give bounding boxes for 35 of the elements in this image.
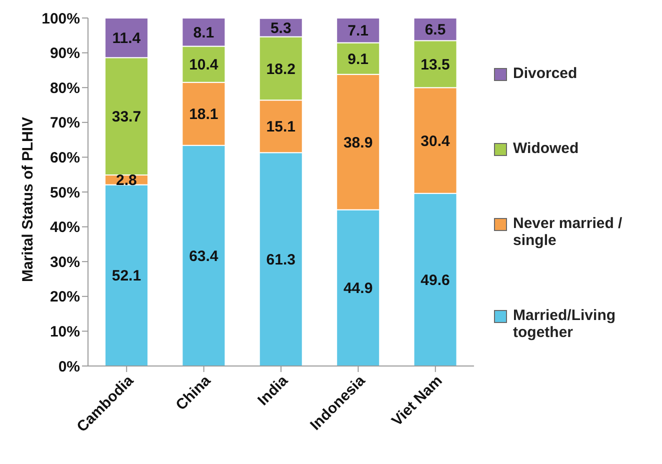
legend-label: Married/Living together [513,307,617,341]
y-tick-label: 30% [50,254,80,271]
data-label: 9.1 [348,50,369,68]
y-tick-label: 100% [42,10,80,28]
data-label: 6.5 [424,22,446,39]
data-label: 7.1 [348,22,369,40]
data-label: 10.4 [189,56,219,74]
y-axis-title: Marital Status of PLHIV [19,116,36,282]
data-label: 8.1 [193,24,214,42]
data-label: 5.3 [270,20,292,37]
y-tick-label: 60% [50,150,80,167]
y-tick-label: 10% [50,324,80,341]
data-label: 11.4 [112,30,142,48]
data-label: 30.4 [420,132,451,150]
data-label: 38.9 [343,134,373,152]
y-tick-label: 20% [50,288,80,306]
data-label: 49.6 [420,272,450,290]
data-label: 33.7 [112,108,142,126]
data-label: 13.5 [420,56,450,74]
data-label: 61.3 [266,252,296,269]
legend-label: Never married / single [513,215,624,249]
legend-label: Divorced [513,65,578,82]
y-tick-label: 90% [50,45,80,62]
data-label: 18.2 [266,60,296,78]
data-label: 18.1 [189,106,218,124]
y-tick-label: 70% [50,114,80,132]
legend-label: Widowed [513,140,579,157]
y-tick-label: 40% [50,219,80,236]
data-label: 15.1 [266,118,296,136]
data-label: 63.4 [189,248,219,266]
data-label: 52.1 [112,268,142,285]
data-label: 44.9 [343,280,373,298]
y-tick-label: 80% [50,80,80,97]
y-tick-label: 0% [58,358,80,376]
y-tick-label: 50% [50,184,80,202]
